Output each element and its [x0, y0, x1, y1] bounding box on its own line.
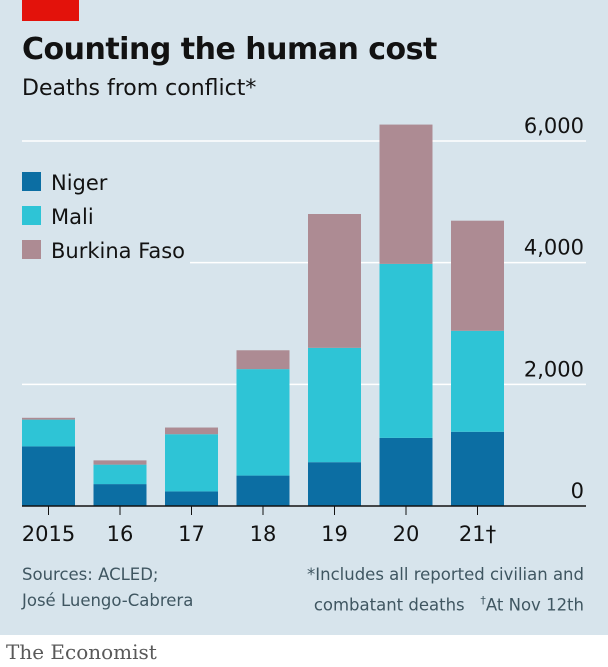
- x-tick-label: 19: [321, 522, 348, 546]
- sources-note: Sources: ACLED; José Luengo-Cabrera: [22, 562, 193, 614]
- bar-niger-6: [451, 431, 504, 506]
- footnote: *Includes all reported civilian and comb…: [307, 562, 584, 619]
- stacked-bar-chart: 0 2,000 4,000 6,000 2015 16 17 18 19 20 21† Niger M…: [18, 114, 586, 546]
- footnote-dagger: †: [480, 594, 486, 607]
- brand-red-tag: [22, 0, 79, 21]
- bar-burkina-faso-6: [451, 220, 504, 331]
- bar-niger-2: [165, 491, 218, 506]
- bar-niger-4: [308, 462, 361, 506]
- footnote-line-2b: At Nov 12th: [485, 595, 584, 615]
- legend-label: Burkina Faso: [51, 239, 185, 263]
- bar-niger-3: [236, 475, 290, 506]
- y-tick-label: 0: [571, 479, 584, 503]
- sources-line-2: José Luengo-Cabrera: [22, 591, 194, 610]
- bar-niger-1: [93, 484, 147, 506]
- bar-mali-6: [451, 330, 504, 432]
- chart-subtitle: Deaths from conflict*: [22, 76, 257, 101]
- x-tick-label: 18: [250, 522, 277, 546]
- x-tick-label: 21†: [459, 522, 496, 546]
- bar-mali-0: [22, 419, 75, 447]
- bar-mali-2: [165, 434, 218, 492]
- sources-line-1: Sources: ACLED;: [22, 565, 159, 584]
- bar-burkina-faso-1: [93, 460, 147, 465]
- legend-swatch-mali: [22, 206, 41, 225]
- bar-burkina-faso-2: [165, 427, 218, 435]
- footnote-line-2: combatant deaths †At Nov 12th: [307, 588, 584, 619]
- legend-label: Mali: [51, 205, 94, 229]
- legend-swatch-burkina-faso: [22, 240, 41, 259]
- bar-mali-1: [93, 464, 147, 485]
- bar-mali-4: [308, 347, 361, 463]
- chart-panel: [0, 0, 608, 635]
- legend-background: [18, 160, 190, 270]
- legend-swatch-niger: [22, 172, 41, 191]
- bars: [22, 124, 504, 506]
- x-tick-label: 2015: [22, 522, 75, 546]
- bar-mali-5: [379, 263, 433, 438]
- x-tick-label: 20: [393, 522, 420, 546]
- chart-title: Counting the human cost: [22, 32, 437, 67]
- y-tick-label: 2,000: [524, 357, 584, 381]
- bar-burkina-faso-5: [379, 124, 433, 264]
- bar-burkina-faso-3: [236, 350, 290, 370]
- legend: Niger Mali Burkina Faso: [18, 160, 190, 270]
- economist-brand: The Economist: [6, 640, 157, 664]
- x-tick-label: 16: [107, 522, 134, 546]
- x-tick-label: 17: [178, 522, 205, 546]
- legend-label: Niger: [51, 171, 108, 195]
- bar-mali-3: [236, 369, 290, 476]
- axes: 0 2,000 4,000 6,000 2015 16 17 18 19 20 21†: [22, 114, 586, 546]
- bar-niger-0: [22, 446, 75, 506]
- footnote-line-1: *Includes all reported civilian and: [307, 565, 584, 584]
- bar-niger-5: [379, 437, 433, 506]
- y-tick-label: 6,000: [524, 114, 584, 138]
- bar-burkina-faso-0: [22, 417, 75, 420]
- y-tick-label: 4,000: [524, 236, 584, 260]
- footnote-line-2a: combatant deaths: [313, 595, 465, 615]
- bar-burkina-faso-4: [308, 214, 361, 348]
